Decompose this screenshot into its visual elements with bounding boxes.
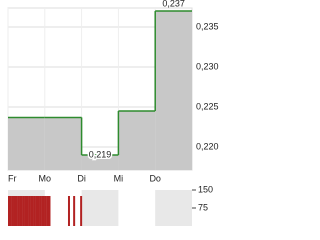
volume-bar (30, 196, 33, 226)
volume-bar (31, 196, 34, 226)
volume-bar (22, 196, 25, 226)
day-band (155, 190, 192, 226)
day-band (81, 190, 119, 226)
volume-bar (73, 196, 76, 226)
volume-bar (44, 196, 47, 226)
area (44, 117, 82, 170)
volume-bar (11, 196, 14, 226)
volume-bar (13, 196, 16, 226)
volume-bar (28, 196, 31, 226)
volume-bar (26, 196, 29, 226)
y-tick-label: 0,225 (196, 101, 219, 111)
volume-bar (80, 196, 83, 226)
volume-bar (15, 196, 18, 226)
volume-bar (46, 196, 49, 226)
x-tick-label: Mo (39, 173, 52, 183)
volume-bar (42, 196, 45, 226)
value-label: 0,237 (162, 0, 185, 8)
x-tick-label: Do (149, 173, 161, 183)
volume-bar (9, 196, 12, 226)
volume-bar (48, 196, 51, 226)
y-tick-label: 150 (198, 184, 213, 194)
y-tick-label: 0,230 (196, 61, 219, 71)
y-tick-label: 0,220 (196, 141, 219, 151)
volume-bar (19, 196, 22, 226)
x-tick-label: Fr (8, 173, 17, 183)
volume-bar (41, 196, 44, 226)
volume-bar (39, 196, 42, 226)
y-tick-label: 75 (198, 202, 208, 212)
x-tick-label: Di (77, 173, 86, 183)
value-label: 0,219 (89, 149, 112, 159)
volume-bar (37, 196, 40, 226)
volume-bar (33, 196, 36, 226)
area (8, 117, 45, 170)
volume-bar (20, 196, 23, 226)
y-tick-label: 0,235 (196, 21, 219, 31)
volume-bar (17, 196, 20, 226)
area (155, 11, 192, 171)
area (81, 155, 119, 170)
volume-bar (8, 196, 10, 226)
volume-bar (35, 196, 38, 226)
area (118, 111, 156, 170)
chart: 0,220 0,225 0,230 0,235 Fr Mo Di Mi Do 0,219 0,237… (7, 0, 219, 226)
volume-bar (67, 196, 70, 226)
volume-bar (24, 196, 27, 226)
x-tick-label: Mi (114, 173, 124, 183)
